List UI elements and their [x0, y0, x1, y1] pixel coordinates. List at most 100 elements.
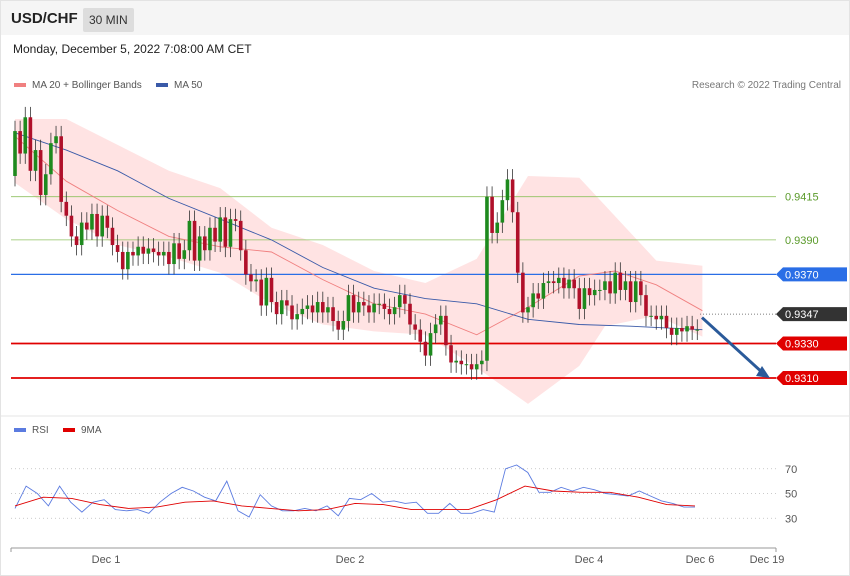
candle-body: [233, 219, 238, 221]
candle-body: [218, 217, 222, 242]
candle-body: [403, 295, 407, 304]
candle-body: [295, 314, 299, 320]
ma50-line: [14, 132, 703, 331]
candle-body: [480, 360, 484, 365]
candle-body: [438, 315, 443, 325]
candle-body: [172, 243, 176, 265]
research-credit: Research © 2022 Trading Central: [691, 80, 841, 91]
candle-body: [13, 131, 17, 176]
candle-body: [515, 212, 520, 273]
candle-body: [167, 251, 171, 265]
candle-body: [33, 150, 38, 171]
candle-body: [377, 303, 382, 305]
timeframe-button[interactable]: 30 MIN: [83, 8, 134, 32]
candle-body: [290, 305, 294, 320]
candle-body: [587, 288, 592, 296]
candle-body: [18, 131, 22, 154]
candle-body: [474, 364, 479, 370]
rsi-line: [14, 464, 695, 518]
chart-datetime: Monday, December 5, 2022 7:08:00 AM CET: [13, 42, 252, 56]
candle-body: [95, 213, 99, 237]
candle-body: [582, 288, 587, 309]
candle-body: [120, 251, 125, 270]
candle-body: [279, 300, 284, 315]
candle-body: [285, 300, 289, 306]
candle-body: [536, 293, 541, 299]
candle-body: [79, 222, 84, 246]
candle-body: [141, 246, 146, 254]
candle-body: [64, 201, 69, 216]
candle-body: [639, 281, 643, 296]
candle-body: [356, 302, 361, 313]
candle-body: [449, 345, 453, 363]
candle-body: [392, 307, 397, 315]
legend-ma50-label: MA 50: [174, 80, 203, 91]
candle-body: [146, 248, 151, 254]
candle-body: [336, 321, 340, 330]
candle-body: [372, 303, 376, 313]
candle-body: [110, 227, 115, 246]
level-tag-0.9310: [776, 371, 847, 386]
candle-body: [274, 302, 279, 315]
candle-body: [126, 251, 130, 270]
x-tick-label-Dec-6: Dec 6: [686, 554, 715, 566]
candle-body: [454, 360, 458, 363]
x-tick-label-Dec-19: Dec 19: [750, 554, 785, 566]
candle-body: [115, 245, 120, 252]
x-tick-label-Dec-1: Dec 1: [92, 554, 121, 566]
candle-body: [408, 303, 412, 325]
candle-body: [100, 215, 105, 237]
rsi-ma-line: [14, 485, 696, 512]
level-label-0.9330: 0.9330: [785, 338, 819, 350]
candle-body: [259, 279, 264, 306]
candle-body: [326, 307, 330, 313]
candle-body: [341, 321, 346, 330]
candle-body: [305, 305, 310, 309]
legend-rsi-label: RSI: [32, 425, 49, 436]
candle-body: [192, 220, 197, 261]
candle-body: [618, 272, 623, 290]
legend-rsi-ma-label: 9MA: [81, 425, 102, 436]
candle-body: [567, 279, 571, 289]
candle-body: [387, 308, 392, 315]
candle-body: [510, 179, 515, 213]
candle-body: [223, 217, 228, 247]
candles-group: [13, 106, 700, 380]
candle-body: [197, 236, 202, 261]
candle-body: [633, 281, 638, 303]
candle-body: [269, 277, 274, 303]
candle-body: [592, 289, 597, 296]
instrument-title: USD/CHF: [11, 10, 78, 27]
candle-body: [187, 220, 192, 251]
legend-rsi-ma-swatch: [63, 428, 75, 433]
rsi-tick-70: 70: [785, 464, 797, 476]
candle-body: [177, 243, 181, 259]
candle-body: [228, 219, 233, 247]
level-label-0.9347: 0.9347: [785, 309, 819, 321]
candle-body: [674, 327, 679, 335]
candle-body: [249, 274, 253, 282]
candle-body: [613, 272, 618, 294]
candle-body: [85, 222, 89, 230]
candle-body: [321, 302, 325, 313]
candle-body: [310, 305, 315, 313]
candle-body: [464, 364, 469, 366]
legend-bollinger-swatch: [14, 83, 26, 88]
candle-body: [459, 360, 464, 365]
x-tick-label-Dec-4: Dec 4: [575, 554, 604, 566]
candle-body: [38, 150, 43, 195]
candle-body: [623, 281, 628, 290]
candle-body: [603, 281, 607, 290]
forecast-arrow-shaft: [700, 316, 766, 376]
candle-body: [521, 272, 525, 313]
candle-body: [690, 326, 694, 330]
candle-body: [628, 281, 633, 303]
candle-body: [444, 315, 448, 346]
candle-body: [74, 236, 79, 246]
candle-body: [367, 305, 371, 313]
level-label-0.9370: 0.9370: [785, 269, 819, 281]
candle-body: [161, 251, 166, 256]
candle-body: [413, 324, 417, 330]
candle-body: [608, 281, 612, 294]
candle-body: [649, 315, 653, 317]
